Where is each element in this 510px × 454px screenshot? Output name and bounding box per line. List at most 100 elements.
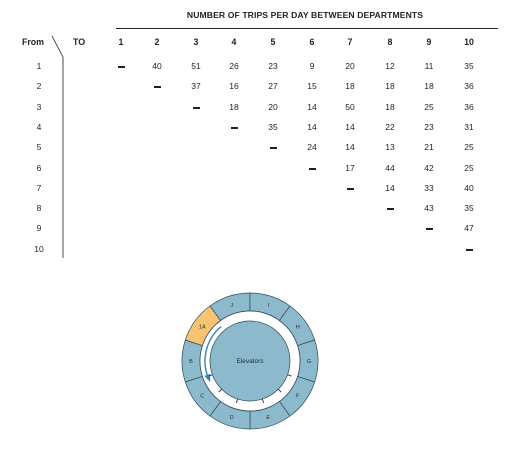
- table-cell: 14: [307, 101, 317, 112]
- table-cell: 17: [345, 162, 355, 173]
- table-cell: 25: [464, 162, 474, 173]
- elevator-core: [209, 320, 291, 402]
- department-label: C: [200, 394, 204, 400]
- diagonal-dash: [117, 66, 125, 68]
- table-cell: 23: [424, 121, 434, 132]
- table-cell: 50: [345, 101, 355, 112]
- table-cell: 12: [385, 61, 395, 71]
- table-cell: 25: [424, 101, 434, 112]
- table-cell: 11: [424, 61, 434, 71]
- department-label: 1A: [199, 324, 206, 330]
- diagonal-dash: [465, 248, 473, 251]
- department-label: F: [296, 394, 300, 400]
- row-label: 1: [36, 61, 42, 71]
- column-header: 8: [387, 37, 393, 47]
- table-rules: [51, 35, 64, 258]
- diagonal-dash: [346, 187, 354, 190]
- department-label: H: [296, 324, 300, 330]
- department-label: J: [230, 303, 233, 309]
- table-cell: 25: [464, 142, 474, 153]
- row-label: 7: [36, 182, 42, 193]
- table-cell: 14: [345, 142, 355, 153]
- table-cell: 16: [229, 81, 239, 92]
- table-cell: 18: [229, 101, 239, 112]
- row-label: 2: [36, 81, 42, 92]
- row-label: 4: [36, 121, 42, 132]
- column-header: 4: [231, 37, 237, 47]
- diagonal-dash: [153, 86, 161, 89]
- table-cell: 51: [191, 61, 201, 71]
- department-label: G: [307, 359, 311, 365]
- table-cell: 18: [385, 81, 395, 92]
- table-cell: 24: [307, 142, 317, 153]
- diagonal-dash: [230, 126, 238, 129]
- table-cell: 20: [268, 101, 278, 112]
- table-cell: 21: [424, 142, 434, 153]
- elevator-door-tick: [277, 388, 282, 393]
- table-cell: 40: [152, 61, 162, 71]
- table-cell: 35: [268, 121, 278, 132]
- header-rule: [116, 28, 498, 29]
- row-label: 10: [34, 243, 44, 254]
- column-header: 10: [464, 37, 474, 47]
- from-label: From: [22, 37, 44, 47]
- row-label: 9: [36, 223, 42, 234]
- table-cell: 33: [424, 182, 434, 193]
- column-header: 7: [347, 37, 353, 47]
- column-header: 2: [154, 37, 160, 47]
- table-cell: 18: [345, 81, 355, 92]
- elevator-door-tick: [261, 398, 265, 403]
- table-cell: 42: [424, 162, 434, 173]
- diagonal-dash: [192, 106, 200, 109]
- flow-arrow: [204, 325, 222, 379]
- table-cell: 36: [464, 81, 474, 92]
- elevator-label: Elevators: [236, 358, 264, 365]
- column-header: 1: [118, 37, 124, 47]
- table-cell: 44: [385, 162, 395, 173]
- diagonal-dash: [386, 208, 394, 211]
- table-title: NUMBER OF TRIPS PER DAY BETWEEN DEPARTME…: [186, 10, 424, 20]
- table-cell: 20: [345, 61, 355, 71]
- table-cell: 14: [385, 182, 395, 193]
- department-label: D: [230, 415, 234, 421]
- table-cell: 35: [464, 61, 474, 71]
- department-label: E: [266, 415, 270, 421]
- table-cell: 23: [268, 61, 278, 71]
- elevator-door-tick: [218, 388, 223, 393]
- row-label: 8: [36, 203, 42, 214]
- table-cell: 36: [464, 101, 474, 112]
- table-cell: 31: [464, 121, 474, 132]
- row-label: 6: [36, 162, 42, 173]
- to-label: TO: [73, 37, 86, 47]
- table-cell: 47: [464, 223, 474, 234]
- row-label: 3: [36, 101, 42, 112]
- row-label: 5: [36, 142, 42, 153]
- table-cell: 26: [229, 61, 239, 71]
- table-cell: 14: [345, 121, 355, 132]
- table-cell: 18: [424, 81, 434, 92]
- column-header: 6: [309, 37, 315, 47]
- table-cell: 13: [385, 142, 395, 153]
- department-label: I: [267, 303, 269, 309]
- table-cell: 27: [268, 81, 278, 92]
- table-cell: 14: [307, 121, 317, 132]
- elevator-door-tick: [287, 374, 292, 377]
- table-cell: 9: [309, 61, 315, 71]
- column-header: 3: [193, 37, 199, 47]
- table-cell: 35: [464, 203, 474, 214]
- column-header: 9: [426, 37, 432, 47]
- table-cell: 22: [385, 121, 395, 132]
- elevator-door-tick: [208, 374, 213, 377]
- table-cell: 37: [191, 81, 201, 92]
- table-cell: 15: [307, 81, 317, 92]
- department-label: B: [189, 359, 193, 365]
- table-cell: 40: [464, 182, 474, 193]
- table-cell: 43: [424, 203, 434, 214]
- diagonal-dash: [269, 147, 277, 150]
- diagonal-dash: [425, 228, 433, 231]
- table-cell: 18: [385, 101, 395, 112]
- elevator-door-tick: [235, 398, 239, 403]
- from-to-diagonal: [51, 35, 64, 58]
- column-header: 5: [270, 37, 276, 47]
